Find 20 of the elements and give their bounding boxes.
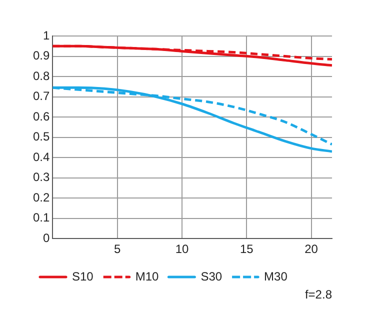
legend-label: M30 [264, 269, 288, 284]
y-tick-label: 0.2 [32, 190, 50, 204]
x-tick-label: 10 [175, 242, 189, 256]
y-tick-label: 0 [42, 230, 50, 245]
y-tick-label: 0.8 [32, 68, 50, 83]
x-tick-label: 20 [304, 242, 318, 256]
y-tick-label: 0.5 [32, 130, 50, 144]
legend-label: S10 [72, 269, 94, 284]
y-tick-label: 1 [42, 28, 50, 42]
y-tick-label: 0.6 [32, 109, 50, 124]
legend-label: S30 [200, 269, 222, 284]
y-tick-label: 0.4 [32, 150, 50, 164]
y-tick-label: 0.9 [32, 48, 50, 63]
legend-label: M10 [135, 269, 160, 284]
text: f=2.8 [304, 287, 332, 302]
y-tick-label: 0.1 [32, 210, 50, 225]
x-tick-label: 15 [240, 242, 254, 256]
y-tick-label: 0.7 [32, 89, 50, 104]
x-tick-label: 5 [114, 242, 121, 256]
y-tick-label: 0.3 [32, 170, 50, 184]
